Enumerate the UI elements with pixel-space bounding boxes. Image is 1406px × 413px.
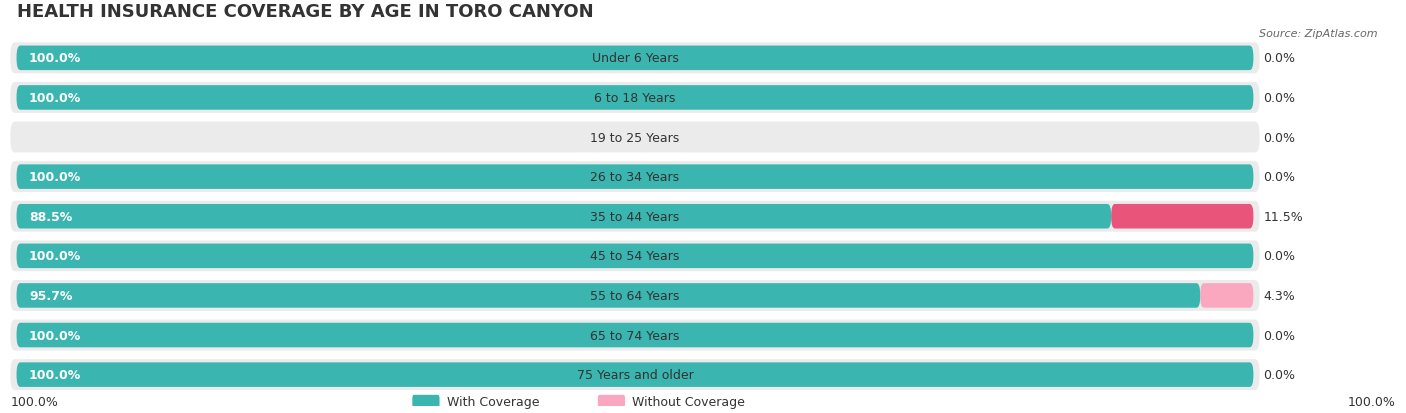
Text: 100.0%: 100.0% <box>30 368 82 381</box>
FancyBboxPatch shape <box>412 395 440 408</box>
FancyBboxPatch shape <box>17 165 1253 190</box>
FancyBboxPatch shape <box>17 363 1253 387</box>
FancyBboxPatch shape <box>10 201 1260 232</box>
FancyBboxPatch shape <box>17 244 1253 268</box>
Text: 55 to 64 Years: 55 to 64 Years <box>591 289 679 302</box>
Text: 26 to 34 Years: 26 to 34 Years <box>591 171 679 184</box>
Text: 100.0%: 100.0% <box>30 92 82 104</box>
Text: 6 to 18 Years: 6 to 18 Years <box>595 92 676 104</box>
FancyBboxPatch shape <box>17 46 1253 71</box>
Text: 0.0%: 0.0% <box>1264 250 1295 263</box>
Text: 45 to 54 Years: 45 to 54 Years <box>591 250 679 263</box>
FancyBboxPatch shape <box>1111 204 1253 229</box>
FancyBboxPatch shape <box>10 43 1260 74</box>
Text: 95.7%: 95.7% <box>30 289 72 302</box>
FancyBboxPatch shape <box>17 86 1253 110</box>
Text: 65 to 74 Years: 65 to 74 Years <box>591 329 679 342</box>
FancyBboxPatch shape <box>10 122 1260 153</box>
Text: 0.0%: 0.0% <box>1264 92 1295 104</box>
Text: 100.0%: 100.0% <box>30 171 82 184</box>
Text: 0.0%: 0.0% <box>1264 368 1295 381</box>
FancyBboxPatch shape <box>598 395 626 408</box>
Text: With Coverage: With Coverage <box>447 395 540 408</box>
Text: 100.0%: 100.0% <box>30 52 82 65</box>
Text: 0.0%: 0.0% <box>1264 131 1295 144</box>
FancyBboxPatch shape <box>10 359 1260 390</box>
FancyBboxPatch shape <box>10 241 1260 272</box>
Text: 88.5%: 88.5% <box>30 210 72 223</box>
Text: 100.0%: 100.0% <box>10 395 58 408</box>
Text: Source: ZipAtlas.com: Source: ZipAtlas.com <box>1260 29 1378 39</box>
Text: HEALTH INSURANCE COVERAGE BY AGE IN TORO CANYON: HEALTH INSURANCE COVERAGE BY AGE IN TORO… <box>17 3 593 21</box>
Text: 0.0%: 0.0% <box>1264 52 1295 65</box>
FancyBboxPatch shape <box>17 283 1201 308</box>
Text: 0.0%: 0.0% <box>1264 171 1295 184</box>
FancyBboxPatch shape <box>10 280 1260 311</box>
Text: 11.5%: 11.5% <box>1264 210 1303 223</box>
FancyBboxPatch shape <box>1201 283 1253 308</box>
Text: 35 to 44 Years: 35 to 44 Years <box>591 210 679 223</box>
FancyBboxPatch shape <box>10 162 1260 192</box>
Text: 100.0%: 100.0% <box>30 250 82 263</box>
Text: 19 to 25 Years: 19 to 25 Years <box>591 131 679 144</box>
FancyBboxPatch shape <box>17 204 1111 229</box>
Text: Without Coverage: Without Coverage <box>633 395 745 408</box>
Text: 0.0%: 0.0% <box>1264 329 1295 342</box>
Text: 4.3%: 4.3% <box>1264 289 1295 302</box>
Text: Under 6 Years: Under 6 Years <box>592 52 679 65</box>
FancyBboxPatch shape <box>10 320 1260 351</box>
Text: 100.0%: 100.0% <box>30 329 82 342</box>
Text: 100.0%: 100.0% <box>1348 395 1396 408</box>
FancyBboxPatch shape <box>10 83 1260 114</box>
FancyBboxPatch shape <box>17 323 1253 347</box>
Text: 75 Years and older: 75 Years and older <box>576 368 693 381</box>
